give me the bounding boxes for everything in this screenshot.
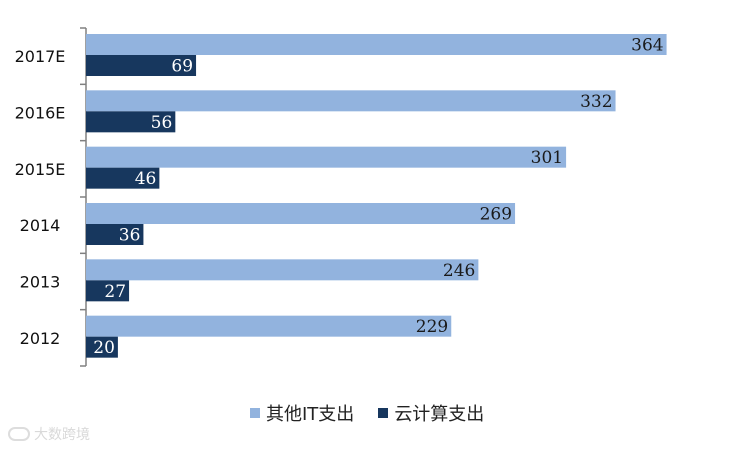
watermark-text: 大数跨境: [34, 427, 90, 443]
data-label-cloud: 27: [104, 282, 126, 302]
bar-cloud: [86, 280, 130, 302]
category-label: 2013: [20, 273, 61, 292]
bar-cloud: [86, 336, 118, 358]
bar-cloud: [86, 167, 160, 189]
legend-label-other-it: 其他IT支出: [266, 404, 355, 425]
bar-other-it: [86, 315, 452, 337]
category-label: 2012: [20, 329, 61, 348]
bar-other-it: [86, 90, 616, 112]
data-label-other-it: 246: [443, 261, 475, 281]
legend-swatch-other-it: [250, 408, 260, 418]
legend-label-cloud: 云计算支出: [394, 404, 485, 425]
category-label: 2015E: [15, 160, 66, 179]
legend-item-cloud: 云计算支出: [378, 400, 484, 426]
legend-swatch-cloud: [378, 408, 389, 418]
bar-other-it: [86, 203, 516, 224]
data-label-cloud: 36: [119, 226, 141, 246]
watermark: 大数跨境: [8, 424, 90, 444]
data-label-cloud: 56: [151, 113, 173, 133]
category-label: 2017E: [15, 47, 66, 66]
bar-other-it: [86, 146, 567, 168]
bar-other-it: [86, 259, 479, 281]
bar-chart-svg: 2012 229 20 2013 246 27 2014 269 36 2015E 301 46 201…: [15, 27, 667, 367]
data-label-other-it: 301: [531, 148, 563, 168]
bar-other-it: [86, 34, 667, 55]
data-label-cloud: 20: [93, 338, 115, 358]
data-label-other-it: 332: [580, 92, 612, 112]
data-label-other-it: 229: [416, 317, 448, 337]
data-label-cloud: 69: [171, 57, 193, 77]
data-label-cloud: 46: [135, 169, 157, 189]
bar-cloud: [86, 224, 144, 245]
data-label-other-it: 269: [480, 205, 512, 225]
data-label-other-it: 364: [631, 36, 663, 56]
legend-item-other-it: 其他IT支出: [250, 400, 354, 426]
bar-cloud: [86, 111, 176, 133]
category-label: 2014: [20, 216, 61, 235]
category-label: 2016E: [15, 104, 66, 123]
bar-cloud: [86, 55, 197, 76]
legend: 其他IT支出 云计算支出: [250, 400, 508, 426]
watermark-logo-icon: [8, 427, 30, 441]
